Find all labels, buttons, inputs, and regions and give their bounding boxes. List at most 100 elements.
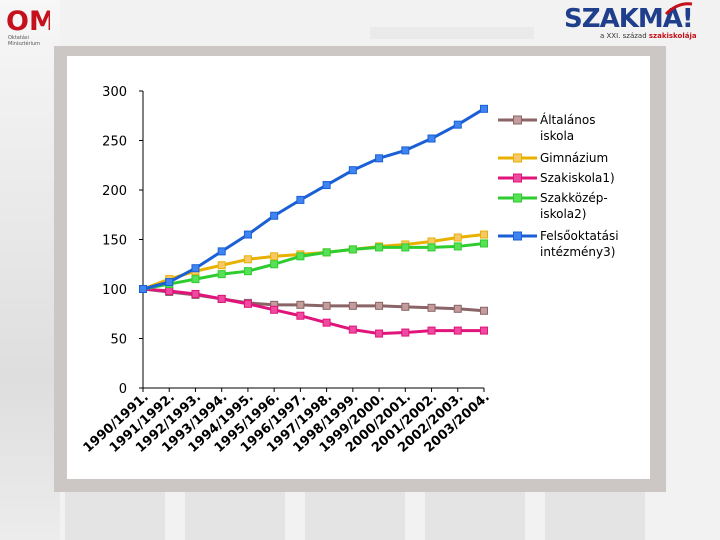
data-point [165,286,174,295]
szakma-tagline-accent: szakiskolája [648,32,697,40]
data-point [427,134,436,143]
header-band [370,27,534,39]
legend-swatch-marker [513,173,522,183]
series-group [139,285,488,338]
data-point [191,275,200,284]
data-point [401,243,410,252]
szakma-tagline: a XXI. század szakiskolája [600,32,697,40]
legend-swatch-marker [513,193,522,203]
data-point [375,243,384,252]
data-point [191,289,200,298]
data-point [243,267,252,276]
om-logo-caption: Oktatási Minisztérium [8,35,40,47]
series-group [139,104,488,293]
data-point [322,248,331,257]
om-logo-mark: OM [6,6,50,34]
data-point [427,326,436,335]
swoosh-icon [664,2,693,16]
y-tick-label: 300 [102,85,127,100]
legend-label: Gimnázium [540,151,608,165]
y-tick-label: 150 [102,234,127,249]
background-tile [65,492,165,540]
data-point [270,260,279,269]
data-point [348,325,357,334]
data-point [322,301,331,310]
om-logo-line2: Minisztérium [8,41,41,47]
legend-label: intézmény3) [540,245,615,259]
y-tick-label: 250 [102,135,127,150]
legend-item: Gimnázium [498,151,608,165]
data-point [480,104,488,113]
background-tile [305,492,405,540]
data-point [453,326,462,335]
data-point [165,278,174,287]
data-point [322,318,331,327]
data-point [480,230,488,239]
data-point [217,270,226,279]
data-point [348,301,357,310]
data-point [243,230,252,239]
data-point [480,326,488,335]
series-lines [139,104,488,338]
y-axis-ticks: 0 50 100 150 200 250 300 [102,85,143,397]
background-tile [185,492,285,540]
data-point [296,195,305,204]
om-logo: OM Oktatási Minisztérium [6,4,66,50]
y-tick-label: 200 [102,184,127,199]
data-point [401,146,410,155]
legend-label: Szakiskola1) [540,171,615,185]
legend-label: iskola [540,129,574,143]
data-point [401,328,410,337]
data-point [322,181,331,190]
series-group [139,230,488,293]
legend-label: Általános [540,112,596,127]
data-point [480,306,488,315]
data-point [296,252,305,261]
line-chart: 0 50 100 150 200 250 300 1990/1991.1991/1992.1… [81,85,619,456]
legend-label: Felsőoktatási [540,229,619,243]
data-point [139,285,147,293]
data-point [401,302,410,311]
series-line [142,107,485,291]
y-tick-label: 50 [110,333,127,348]
chart-legend: Általános iskola Gimnázium Szakiskola1) Szak… [498,112,619,259]
data-point [270,211,279,220]
data-point [243,299,252,308]
series-line [142,287,484,336]
data-point [453,120,462,129]
legend-item: Felsőoktatási intézmény3) [498,229,619,259]
data-point [427,303,436,312]
y-tick-label: 0 [119,382,127,397]
szakma-logo: SZAKMA! a XXI. század szakiskolája [564,2,714,44]
data-point [480,239,488,248]
data-point [270,305,279,314]
om-logo-mark-text: OM [6,6,50,34]
om-logo-line1: Oktatási [8,35,29,41]
legend-swatch-marker [513,115,522,125]
y-tick-label: 100 [102,283,127,298]
data-point [375,301,384,310]
data-point [243,255,252,264]
chart-frame: 0 50 100 150 200 250 300 1990/1991. 1991/1992. 1… [54,46,666,492]
data-point [217,247,226,256]
data-point [453,304,462,313]
data-point [296,300,305,309]
legend-label: iskola2) [540,207,586,221]
legend-label: Szakközép- [540,191,608,205]
legend-item: Szakiskola1) [498,171,615,185]
legend-item: Általános iskola [498,112,596,143]
data-point [427,243,436,252]
data-point [296,311,305,320]
data-point [217,261,226,270]
data-point [191,264,200,273]
data-point [375,329,384,338]
series-group [139,285,488,315]
background-tile [545,492,645,540]
data-point [348,245,357,254]
legend-item: Szakközép-iskola2) [498,191,608,221]
data-point [217,294,226,303]
chart-panel: 0 50 100 150 200 250 300 1990/1991. 1991/1992. 1… [67,56,650,479]
data-point [348,166,357,175]
background-tile [425,492,525,540]
data-point [453,242,462,251]
